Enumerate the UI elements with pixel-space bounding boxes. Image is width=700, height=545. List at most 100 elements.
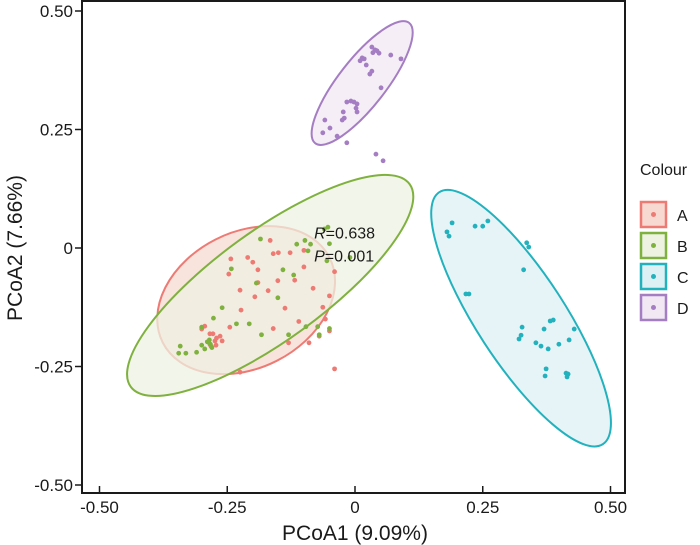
point-b: [286, 332, 291, 338]
point-b: [308, 241, 313, 247]
point-a: [270, 326, 276, 331]
point-c: [516, 336, 522, 342]
point-a: [332, 366, 337, 372]
point-a: [267, 238, 273, 243]
point-c: [533, 340, 539, 346]
legend-label: C: [677, 270, 689, 287]
legend-marker: [651, 212, 656, 217]
y-axis-title: PCoA2 (7.66%): [4, 175, 27, 321]
point-c: [545, 346, 551, 352]
point-d: [353, 105, 359, 111]
r-value: =0.638: [326, 226, 375, 243]
point-b: [327, 241, 332, 247]
point-d: [327, 125, 333, 131]
point-a: [270, 251, 276, 257]
point-b: [209, 345, 215, 350]
point-b: [327, 326, 332, 331]
point-d: [340, 109, 346, 115]
point-b: [253, 280, 259, 286]
point-b: [211, 315, 216, 321]
point-c: [550, 317, 556, 323]
p-value: =0.001: [325, 249, 374, 266]
point-c: [543, 366, 549, 372]
ellipse-d: [310, 20, 414, 146]
plot-frame: [81, 0, 626, 494]
legend-item-c: C: [639, 262, 689, 291]
point-d: [344, 140, 350, 146]
point-a: [213, 342, 219, 348]
point-d: [354, 109, 360, 115]
point-a: [275, 278, 281, 284]
ellipse-c: [430, 188, 612, 448]
point-b: [275, 295, 281, 301]
x-axis-title: PCoA1 (9.09%): [282, 522, 428, 545]
point-d: [322, 117, 328, 123]
point-b: [303, 324, 309, 330]
point-d: [388, 52, 394, 58]
point-a: [275, 250, 281, 256]
stats-annotation: R=0.638 P=0.001: [314, 226, 375, 266]
point-d: [398, 56, 404, 62]
point-a: [265, 288, 271, 294]
y-axis: -0.50 -0.25 0 0.25 0.50: [34, 2, 82, 495]
p-label: P: [314, 249, 325, 266]
point-d: [370, 50, 376, 56]
point-c: [485, 218, 491, 224]
point-a: [282, 305, 288, 311]
point-d: [378, 85, 384, 91]
r-statistic: R=0.638: [314, 226, 375, 243]
legend-key: [639, 200, 668, 229]
point-a: [320, 304, 326, 310]
point-d: [354, 101, 360, 107]
y-tick-label: -0.25: [34, 358, 73, 377]
x-tick-label: 0.50: [594, 498, 627, 517]
point-b: [234, 321, 239, 327]
x-tick-label: -0.25: [208, 498, 247, 517]
point-b: [228, 266, 234, 272]
point-b: [294, 241, 300, 247]
point-b: [204, 339, 210, 345]
point-c: [556, 341, 562, 347]
point-d: [369, 68, 375, 74]
legend-label: B: [677, 239, 688, 256]
point-c: [565, 371, 571, 377]
legend-marker: [651, 243, 656, 248]
point-a: [310, 285, 316, 291]
point-d: [380, 158, 386, 164]
point-a: [327, 293, 332, 299]
point-a: [250, 259, 256, 265]
point-b: [199, 342, 205, 348]
x-tick-label: 0.25: [466, 498, 499, 517]
point-a: [226, 271, 232, 277]
point-a: [210, 331, 216, 337]
point-b: [246, 321, 252, 327]
legend-label: A: [677, 208, 688, 225]
legend-label: D: [677, 301, 689, 318]
point-c: [521, 267, 527, 273]
point-a: [214, 335, 219, 341]
legend-marker: [651, 274, 656, 279]
legend-title: Colour: [640, 162, 688, 179]
point-c: [449, 220, 455, 226]
point-d: [369, 44, 375, 50]
legend-marker: [651, 305, 656, 310]
y-tick-label: 0.25: [40, 121, 73, 140]
point-b: [316, 332, 322, 338]
point-a: [237, 287, 243, 293]
point-b: [177, 343, 183, 349]
point-a: [296, 319, 302, 324]
y-tick-label: 0: [64, 239, 73, 258]
point-d: [361, 56, 367, 62]
point-d: [373, 151, 379, 157]
point-a: [301, 247, 307, 253]
point-c: [466, 291, 472, 297]
point-b: [202, 346, 208, 352]
scatter-points: [176, 44, 577, 380]
x-axis: -0.50 -0.25 0 0.25 0.50: [80, 486, 627, 517]
point-b: [305, 248, 311, 254]
y-tick-label: 0.50: [40, 2, 73, 21]
point-c: [444, 229, 450, 235]
point-b: [324, 258, 330, 264]
ellipse-b: [126, 173, 415, 397]
